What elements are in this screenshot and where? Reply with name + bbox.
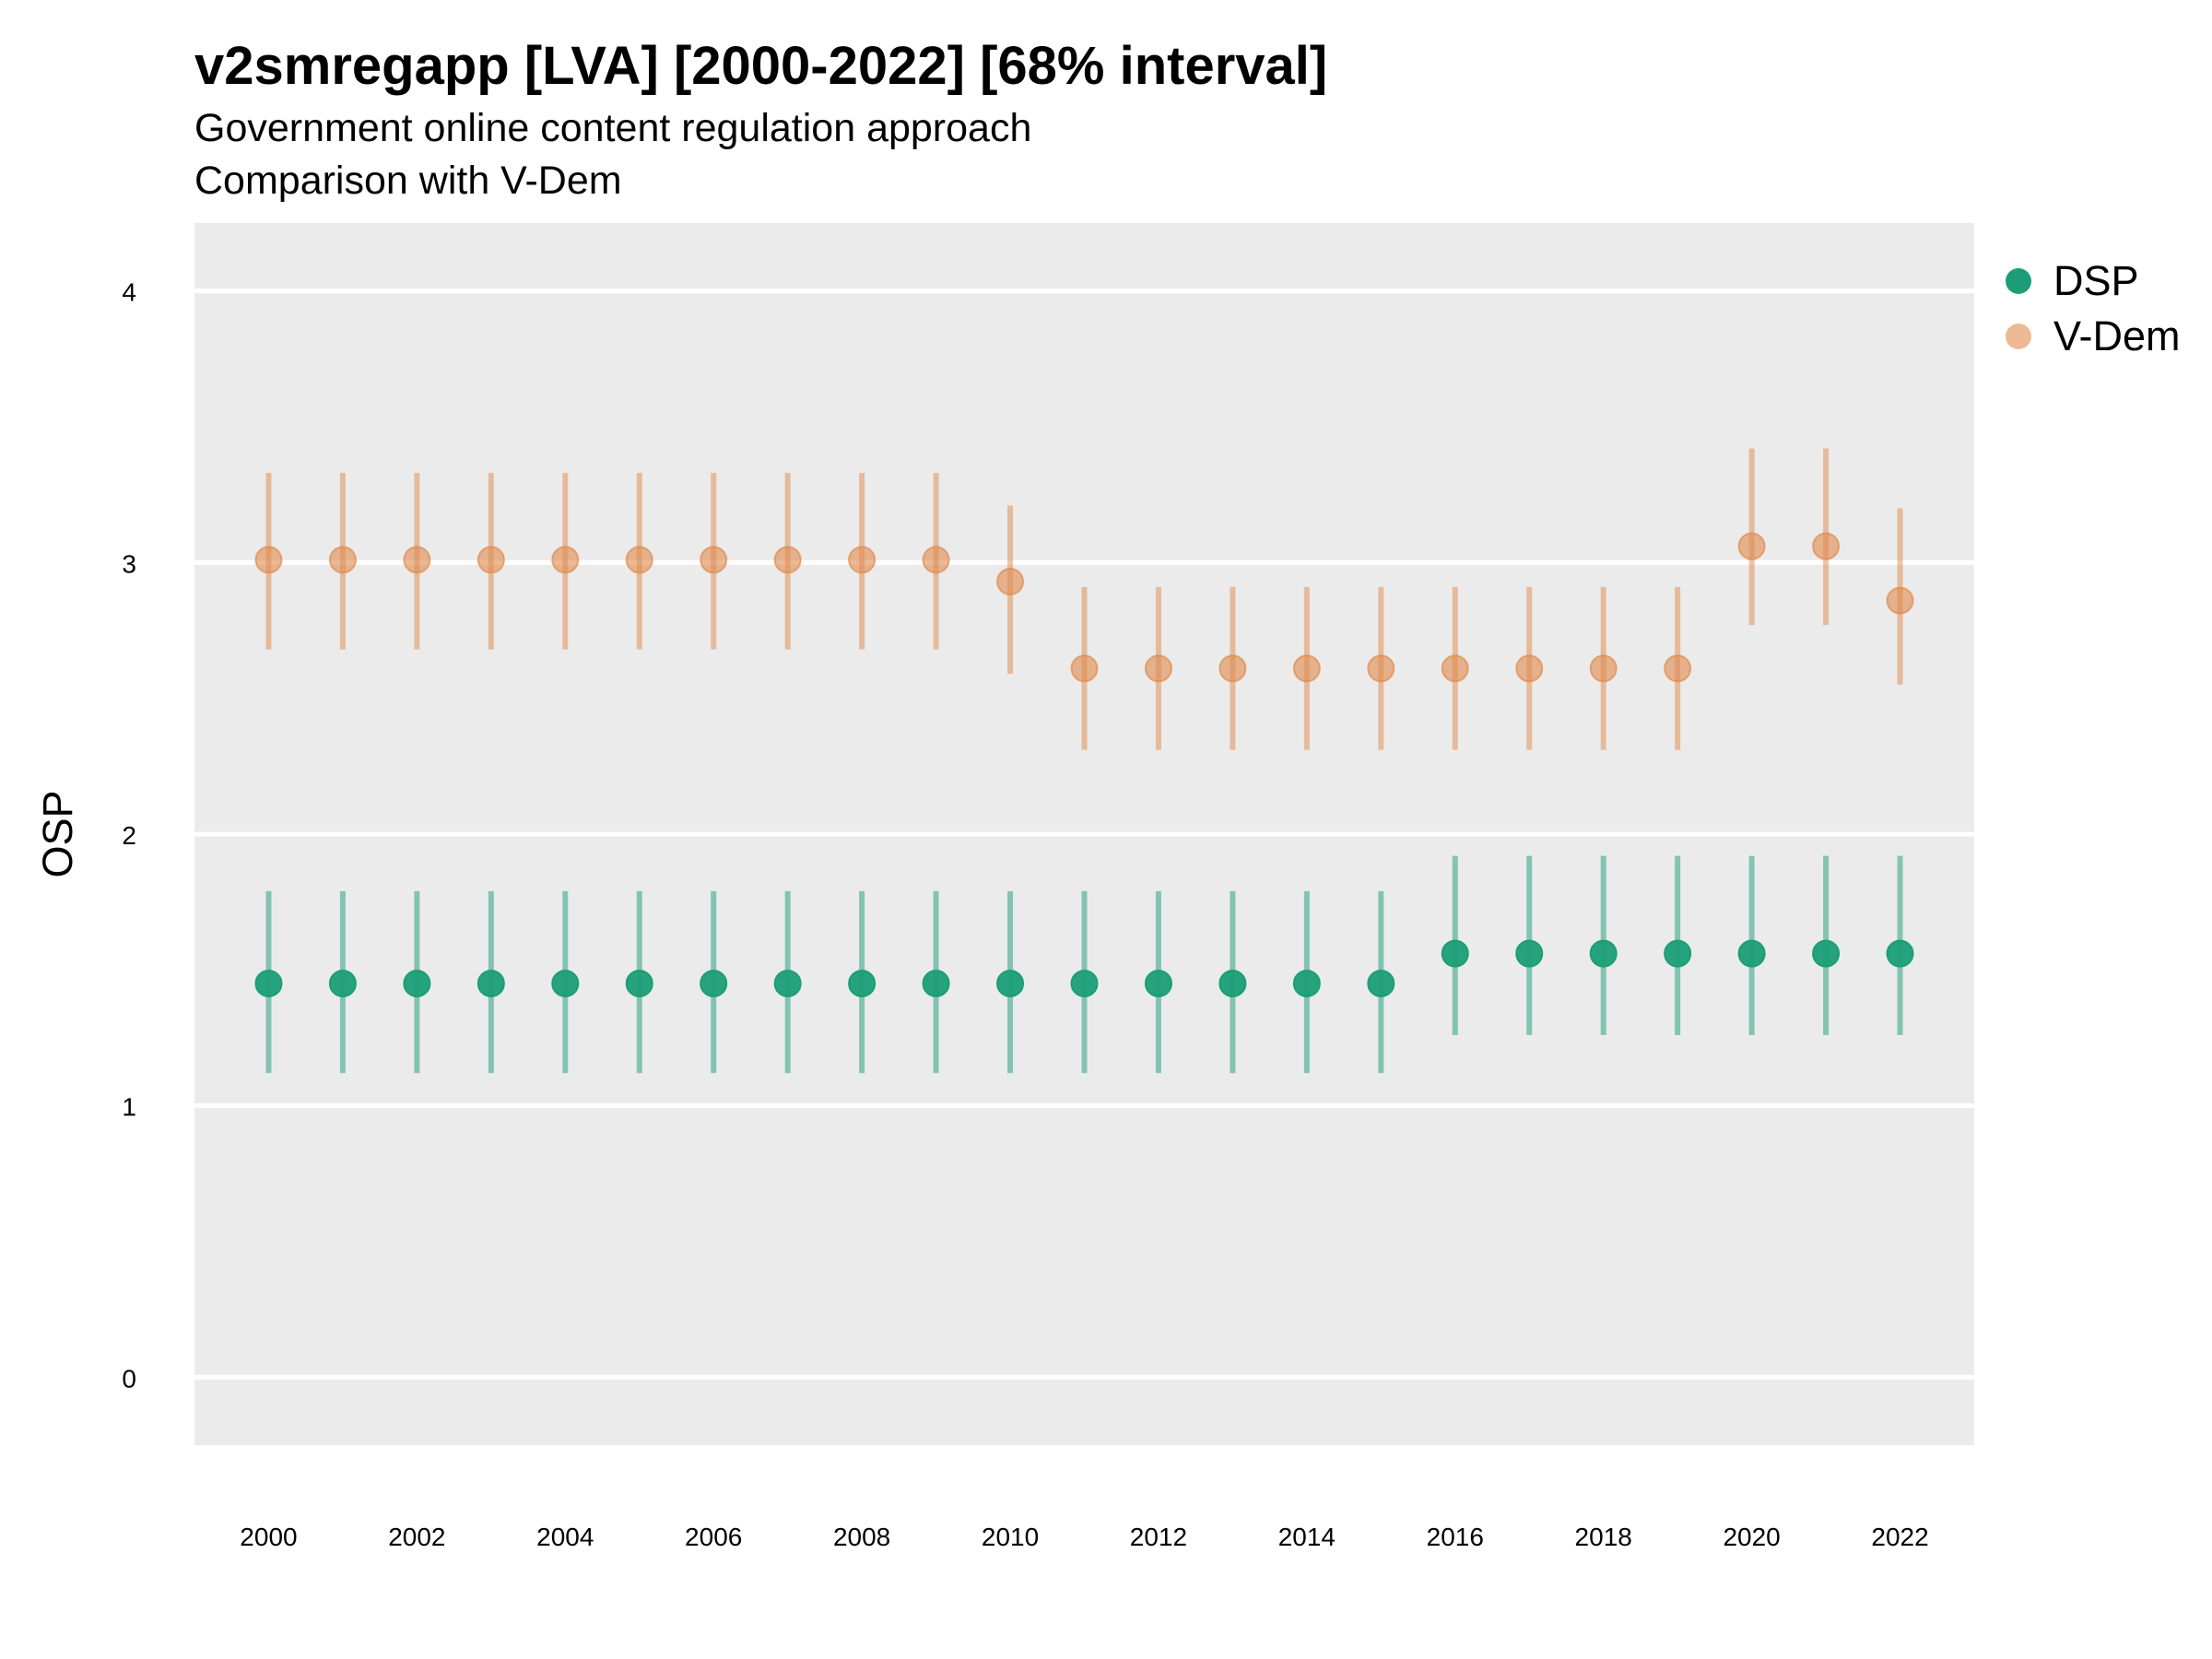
chart-subtitle: Government online content regulation app… (194, 106, 1032, 150)
point-vdem-2006 (700, 546, 728, 574)
point-dsp-2015 (1367, 970, 1395, 998)
point-dsp-2012 (1144, 970, 1172, 998)
point-dsp-2016 (1441, 939, 1469, 968)
point-vdem-2003 (477, 546, 505, 574)
point-vdem-2011 (1070, 654, 1099, 683)
point-vdem-2000 (254, 546, 283, 574)
point-dsp-2018 (1589, 939, 1618, 968)
x-tick-label-2006: 2006 (685, 1523, 742, 1551)
x-tick-label-2002: 2002 (388, 1523, 445, 1551)
x-tick-label-2008: 2008 (833, 1523, 890, 1551)
point-vdem-2004 (551, 546, 580, 574)
chart-subtitle-comparison: Comparison with V-Dem (194, 159, 622, 203)
point-dsp-2013 (1218, 970, 1247, 998)
point-dsp-2008 (848, 970, 877, 998)
y-tick-label-2: 2 (122, 821, 136, 850)
legend-dot-vdem (2006, 324, 2031, 349)
point-dsp-2002 (403, 970, 431, 998)
y-tick-label-3: 3 (122, 549, 136, 578)
point-vdem-2001 (328, 546, 357, 574)
point-dsp-2009 (922, 970, 950, 998)
point-dsp-2006 (700, 970, 728, 998)
point-dsp-2004 (551, 970, 580, 998)
legend-label-vdem: V-Dem (2053, 312, 2181, 359)
point-dsp-2005 (625, 970, 653, 998)
point-dsp-2017 (1515, 939, 1544, 968)
x-tick-label-2000: 2000 (240, 1523, 297, 1551)
point-dsp-2000 (254, 970, 283, 998)
x-tick-label-2004: 2004 (536, 1523, 594, 1551)
x-tick-label-2010: 2010 (982, 1523, 1039, 1551)
point-dsp-2011 (1070, 970, 1099, 998)
point-vdem-2014 (1292, 654, 1321, 683)
legend-dot-dsp (2006, 268, 2031, 294)
point-vdem-2009 (922, 546, 950, 574)
x-tick-label-2014: 2014 (1278, 1523, 1335, 1551)
chart-title: v2smregapp [LVA] [2000-2022] [68% interv… (194, 36, 1328, 96)
y-axis-label: OSP (34, 790, 81, 877)
point-vdem-2002 (403, 546, 431, 574)
point-vdem-2010 (996, 567, 1025, 595)
x-tick-label-2022: 2022 (1871, 1523, 1928, 1551)
x-tick-label-2020: 2020 (1723, 1523, 1780, 1551)
point-dsp-2014 (1292, 970, 1321, 998)
point-dsp-2007 (773, 970, 802, 998)
y-tick-label-4: 4 (122, 278, 136, 307)
y-tick-label-1: 1 (122, 1093, 136, 1122)
point-vdem-2018 (1589, 654, 1618, 683)
legend-item-dsp: DSP (2000, 253, 2181, 309)
legend: DSP V-Dem (2000, 253, 2181, 364)
point-dsp-2021 (1812, 939, 1841, 968)
point-dsp-2020 (1737, 939, 1766, 968)
point-dsp-2001 (328, 970, 357, 998)
point-dsp-2019 (1664, 939, 1692, 968)
point-vdem-2021 (1812, 532, 1841, 560)
point-vdem-2017 (1515, 654, 1544, 683)
y-tick-label-0: 0 (122, 1364, 136, 1393)
point-vdem-2022 (1886, 586, 1914, 615)
point-vdem-2020 (1737, 532, 1766, 560)
legend-item-vdem: V-Dem (2000, 309, 2181, 364)
point-dsp-2010 (996, 970, 1025, 998)
point-vdem-2005 (625, 546, 653, 574)
point-vdem-2008 (848, 546, 877, 574)
point-vdem-2012 (1144, 654, 1172, 683)
legend-label-dsp: DSP (2053, 257, 2139, 304)
point-vdem-2016 (1441, 654, 1469, 683)
point-vdem-2013 (1218, 654, 1247, 683)
x-tick-label-2012: 2012 (1130, 1523, 1187, 1551)
point-dsp-2022 (1886, 939, 1914, 968)
x-tick-label-2018: 2018 (1575, 1523, 1632, 1551)
point-dsp-2003 (477, 970, 505, 998)
point-vdem-2019 (1664, 654, 1692, 683)
point-vdem-2007 (773, 546, 802, 574)
x-tick-label-2016: 2016 (1427, 1523, 1484, 1551)
point-vdem-2015 (1367, 654, 1395, 683)
